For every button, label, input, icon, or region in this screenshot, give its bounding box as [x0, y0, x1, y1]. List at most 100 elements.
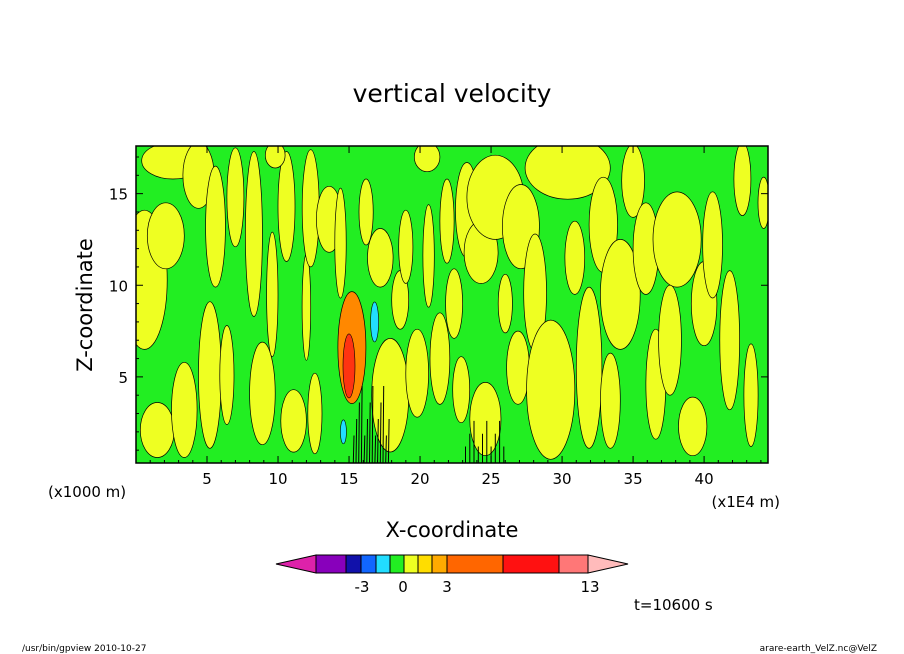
x-tick-label: 20: [410, 470, 429, 488]
y-axis-ticks: 5 10 15: [109, 156, 768, 451]
y-tick-label: 15: [109, 186, 128, 204]
downdraft-region: [340, 419, 347, 445]
updraft-region: [405, 328, 429, 418]
updraft-region: [280, 389, 307, 453]
updraft-region: [719, 270, 740, 411]
updraft-region: [198, 301, 222, 449]
updraft-region: [358, 178, 374, 246]
colorbar-label: 0: [398, 578, 408, 596]
colorbar-bin: [345, 554, 362, 574]
contour-line: [387, 418, 390, 463]
x-tick-label: 35: [624, 470, 643, 488]
updraft-region: [445, 268, 463, 339]
updraft-region: [139, 402, 175, 458]
colorbar-bin: [375, 554, 391, 574]
colorbar-label: -3: [355, 578, 370, 596]
contour-line: [369, 402, 371, 463]
updraft-region: [301, 253, 312, 361]
updraft-region: [266, 231, 279, 358]
updraft-region: [413, 146, 441, 173]
colorbar-label: 13: [580, 578, 599, 596]
contour-line: [385, 435, 387, 463]
updraft-region: [264, 146, 286, 169]
updraft-region: [422, 204, 435, 308]
colorbar-bin: [587, 554, 629, 574]
x-unit-left: (x1000 m): [48, 483, 126, 501]
updraft-region: [524, 146, 611, 200]
chart-title: vertical velocity: [353, 79, 552, 108]
y-tick-label: 5: [118, 369, 128, 387]
contour-line: [360, 385, 363, 463]
updraft-region: [301, 149, 320, 268]
updraft-region: [575, 286, 603, 449]
colorbar-label: 3: [442, 578, 452, 596]
updraft-region: [621, 146, 645, 218]
colorbar-bin: [360, 554, 377, 574]
contour-line: [363, 435, 366, 463]
updraft-region: [702, 191, 723, 299]
updraft-region: [497, 273, 513, 334]
downdraft-region: [370, 301, 379, 343]
updraft-region: [249, 341, 276, 446]
updraft-region: [205, 165, 226, 288]
y-axis-label: Z-coordinate: [73, 238, 97, 372]
strong-updraft-core: [342, 333, 356, 399]
colorbar-bin: [558, 554, 589, 574]
contour-line: [358, 402, 360, 463]
updraft-region: [733, 146, 752, 216]
updraft-region: [600, 239, 641, 350]
updraft-region: [277, 151, 296, 262]
updraft-region: [526, 319, 576, 460]
updraft-region: [652, 191, 702, 288]
x-tick-label: 10: [268, 470, 287, 488]
updraft-region: [371, 338, 410, 453]
contour-line: [374, 435, 377, 463]
updraft-region: [678, 396, 708, 457]
x-tick-label: 5: [202, 470, 212, 488]
updraft-region: [757, 176, 768, 229]
updraft-region: [564, 220, 586, 295]
colorbar: [275, 554, 629, 574]
colorbar-bin: [502, 554, 560, 574]
contour-line: [377, 418, 379, 463]
time-label: t=10600 s: [634, 596, 713, 614]
velocity-field: [136, 146, 768, 463]
contour-line: [379, 402, 382, 463]
x-tick-label: 40: [695, 470, 714, 488]
updraft-region: [429, 312, 451, 405]
colorbar-bin: [403, 554, 419, 574]
x-tick-label: 15: [339, 470, 358, 488]
contour-line: [355, 418, 358, 463]
footer-file: arare-earth_VelZ.nc@VelZ: [760, 644, 877, 654]
colorbar-bin: [446, 554, 504, 574]
x-unit-right: (x1E4 m): [711, 493, 780, 511]
updraft-region: [506, 330, 530, 405]
updraft-region: [439, 178, 455, 264]
contour-line: [352, 435, 355, 463]
x-axis-label: X-coordinate: [386, 518, 519, 542]
x-axis-ticks: 5 10 15 20 25 30 35 40: [149, 146, 762, 488]
contour-line: [382, 385, 385, 463]
colorbar-bin: [389, 554, 405, 574]
updraft-region: [600, 352, 621, 449]
updraft-region: [469, 382, 502, 456]
updraft-region: [334, 187, 347, 299]
x-tick-label: 30: [553, 470, 572, 488]
updraft-region: [367, 228, 394, 288]
updraft-region: [219, 325, 235, 425]
updraft-region: [452, 356, 471, 424]
updraft-region: [743, 343, 759, 447]
contour-line: [366, 418, 368, 463]
colorbar-labels: -3 0 3 13: [355, 578, 600, 596]
updraft-region: [226, 147, 245, 248]
colorbar-bin: [315, 554, 347, 574]
colorbar-bin: [417, 554, 433, 574]
updraft-region: [171, 361, 198, 458]
updraft-region: [658, 284, 682, 396]
updraft-region: [245, 151, 263, 317]
footer-program: /usr/bin/gpview 2010-10-27: [22, 644, 146, 654]
updraft-region: [398, 209, 414, 284]
x-tick-label: 25: [482, 470, 501, 488]
colorbar-bin: [275, 554, 317, 574]
